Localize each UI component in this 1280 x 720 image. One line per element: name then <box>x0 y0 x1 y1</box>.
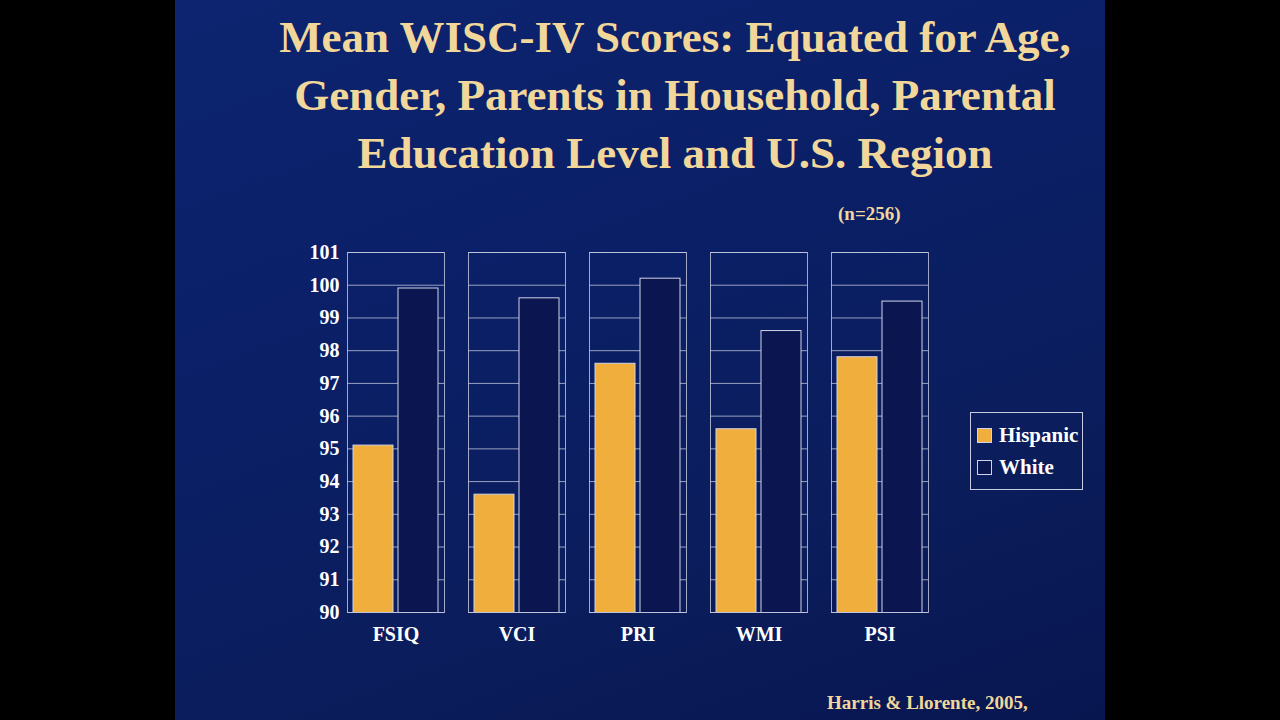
svg-text:90: 90 <box>320 601 340 623</box>
html-text:Mean WISC-IV Scores: Equated f: Mean WISC-IV Scores: Equated for Age, Ge… <box>279 12 1071 178</box>
html-text:(n=256): (n=256) <box>838 203 901 224</box>
html-text:Hispanic: Hispanic <box>999 422 1079 447</box>
svg-text:100: 100 <box>310 274 340 296</box>
svg-text:99: 99 <box>320 306 340 328</box>
html-text:Harris & Llorente, 2005,: Harris & Llorente, 2005, <box>827 692 1028 713</box>
html-text:White: White <box>999 454 1054 479</box>
svg-text:WMI: WMI <box>736 623 783 645</box>
svg-text:PRI: PRI <box>621 623 656 645</box>
svg-text:101: 101 <box>310 241 340 263</box>
svg-text:PSI: PSI <box>864 623 895 645</box>
svg-text:93: 93 <box>320 503 340 525</box>
svg-text:VCI: VCI <box>499 623 536 645</box>
svg-text:97: 97 <box>320 372 340 394</box>
svg-text:92: 92 <box>320 535 340 557</box>
svg-text:91: 91 <box>320 568 340 590</box>
svg-text:96: 96 <box>320 405 340 427</box>
svg-text:FSIQ: FSIQ <box>373 623 420 645</box>
svg-text:95: 95 <box>320 437 340 459</box>
svg-text:94: 94 <box>320 470 340 492</box>
svg-text:98: 98 <box>320 339 340 361</box>
